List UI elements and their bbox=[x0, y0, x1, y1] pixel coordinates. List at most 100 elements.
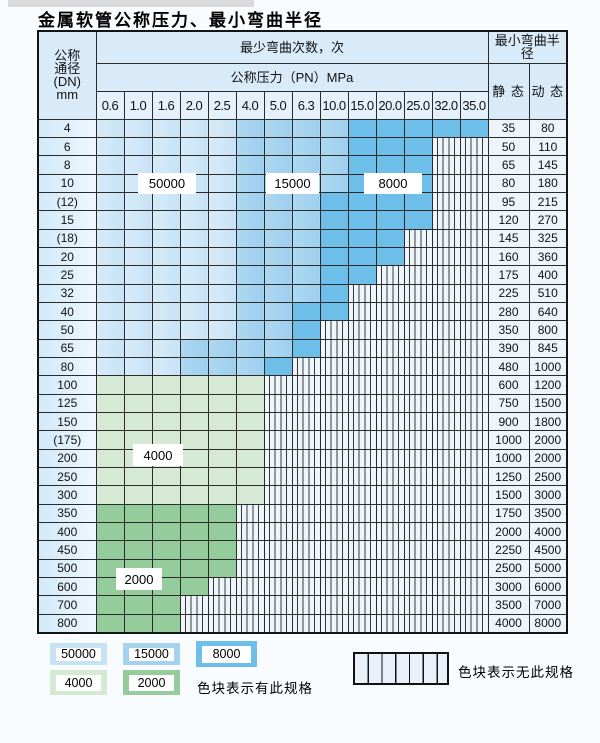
cell-cycles-2000 bbox=[207, 540, 237, 560]
table-row: 50 350 800 bbox=[37, 320, 568, 340]
cell-cycles-2000 bbox=[123, 522, 153, 542]
cell-unavailable bbox=[263, 558, 293, 579]
dynamic-radius-cell: 4000 bbox=[528, 522, 568, 542]
cell-cycles-50000 bbox=[123, 246, 153, 267]
cell-unavailable bbox=[403, 356, 433, 377]
cell-cycles-15000 bbox=[319, 136, 349, 157]
cell-unavailable bbox=[431, 210, 461, 230]
legend-swatch-8000: 8000 bbox=[196, 641, 257, 667]
cell-cycles-4000 bbox=[95, 375, 125, 395]
cell-unavailable bbox=[319, 430, 349, 450]
pressure-tick: 2.0 bbox=[179, 90, 209, 120]
table-body: 4 35 80 6 50 110 8 65 145 10 80 180 (12) 95 215 15 120 27… bbox=[37, 118, 568, 634]
cell-cycles-15000 bbox=[263, 338, 293, 358]
table-row: (175) 1000 2000 bbox=[37, 430, 568, 450]
cell-cycles-8000 bbox=[319, 265, 349, 285]
static-radius-cell: 480 bbox=[487, 356, 530, 377]
cell-unavailable bbox=[403, 265, 433, 285]
cell-cycles-15000 bbox=[291, 228, 321, 248]
cell-cycles-8000 bbox=[291, 338, 321, 358]
table-row: 100 600 1200 bbox=[37, 375, 568, 395]
cell-cycles-15000 bbox=[263, 191, 293, 212]
table-row: 700 3500 7000 bbox=[37, 595, 568, 615]
dn-cell: 600 bbox=[37, 577, 97, 597]
cell-cycles-15000 bbox=[235, 301, 265, 322]
cell-cycles-4000 bbox=[95, 430, 125, 450]
cell-cycles-15000 bbox=[263, 210, 293, 230]
cell-cycles-15000 bbox=[235, 338, 265, 358]
table-row: 8 65 145 bbox=[37, 155, 568, 175]
cell-cycles-15000 bbox=[235, 136, 265, 157]
cell-unavailable bbox=[319, 338, 349, 358]
cell-unavailable bbox=[347, 577, 377, 597]
cell-cycles-50000 bbox=[95, 320, 125, 340]
table-row: 80 480 1000 bbox=[37, 356, 568, 377]
cell-cycles-50000 bbox=[95, 338, 125, 358]
cell-cycles-50000 bbox=[179, 155, 209, 175]
cell-cycles-15000 bbox=[291, 283, 321, 303]
cell-unavailable bbox=[347, 485, 377, 505]
table-row: 15 120 270 bbox=[37, 210, 568, 230]
cell-cycles-2000 bbox=[151, 613, 181, 634]
cell-cycles-8000 bbox=[347, 136, 377, 157]
cell-unavailable bbox=[459, 136, 489, 157]
cell-unavailable bbox=[291, 503, 321, 524]
cell-cycles-4000 bbox=[179, 485, 209, 505]
dn-cell: 100 bbox=[37, 375, 97, 395]
static-radius-cell: 1750 bbox=[487, 503, 530, 524]
table-row: 450 2250 4500 bbox=[37, 540, 568, 560]
cell-unavailable bbox=[179, 613, 209, 634]
cell-unavailable bbox=[403, 393, 433, 414]
dn-cell: 400 bbox=[37, 522, 97, 542]
cell-cycles-50000 bbox=[95, 136, 125, 157]
cell-cycles-2000 bbox=[207, 503, 237, 524]
legend-swatch-15000: 15000 bbox=[123, 643, 180, 665]
cell-cycles-50000 bbox=[95, 228, 125, 248]
dn-cell: 15 bbox=[37, 210, 97, 230]
static-radius-cell: 1500 bbox=[487, 485, 530, 505]
cell-unavailable bbox=[403, 320, 433, 340]
cell-unavailable bbox=[431, 595, 461, 615]
static-radius-cell: 1000 bbox=[487, 430, 530, 450]
cell-unavailable bbox=[263, 485, 293, 505]
cell-unavailable bbox=[431, 375, 461, 395]
cell-unavailable bbox=[375, 320, 405, 340]
cell-cycles-50000 bbox=[207, 210, 237, 230]
cell-cycles-15000 bbox=[235, 265, 265, 285]
cell-unavailable bbox=[375, 338, 405, 358]
dn-header-cell: 公称 通径 (DN) mm bbox=[37, 30, 97, 120]
cell-cycles-4000 bbox=[235, 393, 265, 414]
header-row-1: 公称 通径 (DN) mm 最少弯曲次数，次 最小弯曲半径 bbox=[37, 30, 568, 120]
dn-cell: (12) bbox=[37, 191, 97, 212]
cell-unavailable bbox=[459, 155, 489, 175]
dynamic-radius-cell: 145 bbox=[528, 155, 568, 175]
pressure-tick: 5.0 bbox=[263, 90, 293, 120]
table-row: 32 225 510 bbox=[37, 283, 568, 303]
cell-unavailable bbox=[347, 613, 377, 634]
cell-cycles-50000 bbox=[151, 283, 181, 303]
cell-cycles-50000 bbox=[207, 283, 237, 303]
cell-cycles-2000 bbox=[151, 522, 181, 542]
cell-unavailable bbox=[459, 558, 489, 579]
cell-cycles-2000 bbox=[151, 595, 181, 615]
cell-unavailable bbox=[431, 393, 461, 414]
cell-unavailable bbox=[375, 448, 405, 469]
cell-cycles-50000 bbox=[95, 191, 125, 212]
cell-cycles-4000 bbox=[207, 430, 237, 450]
cell-cycles-8000 bbox=[319, 283, 349, 303]
cell-cycles-50000 bbox=[179, 265, 209, 285]
pressure-tick: 1.6 bbox=[151, 90, 181, 120]
dynamic-radius-cell: 1800 bbox=[528, 411, 568, 432]
cell-cycles-50000 bbox=[151, 246, 181, 267]
cell-unavailable bbox=[179, 595, 209, 615]
cell-unavailable bbox=[291, 485, 321, 505]
cell-unavailable bbox=[375, 430, 405, 450]
cell-cycles-8000 bbox=[319, 228, 349, 248]
cell-unavailable bbox=[459, 173, 489, 193]
cell-cycles-8000 bbox=[347, 210, 377, 230]
cell-unavailable bbox=[375, 393, 405, 414]
dn-cell: 50 bbox=[37, 320, 97, 340]
cell-unavailable bbox=[403, 228, 433, 248]
cell-cycles-50000 bbox=[123, 136, 153, 157]
cell-cycles-8000 bbox=[403, 118, 433, 138]
